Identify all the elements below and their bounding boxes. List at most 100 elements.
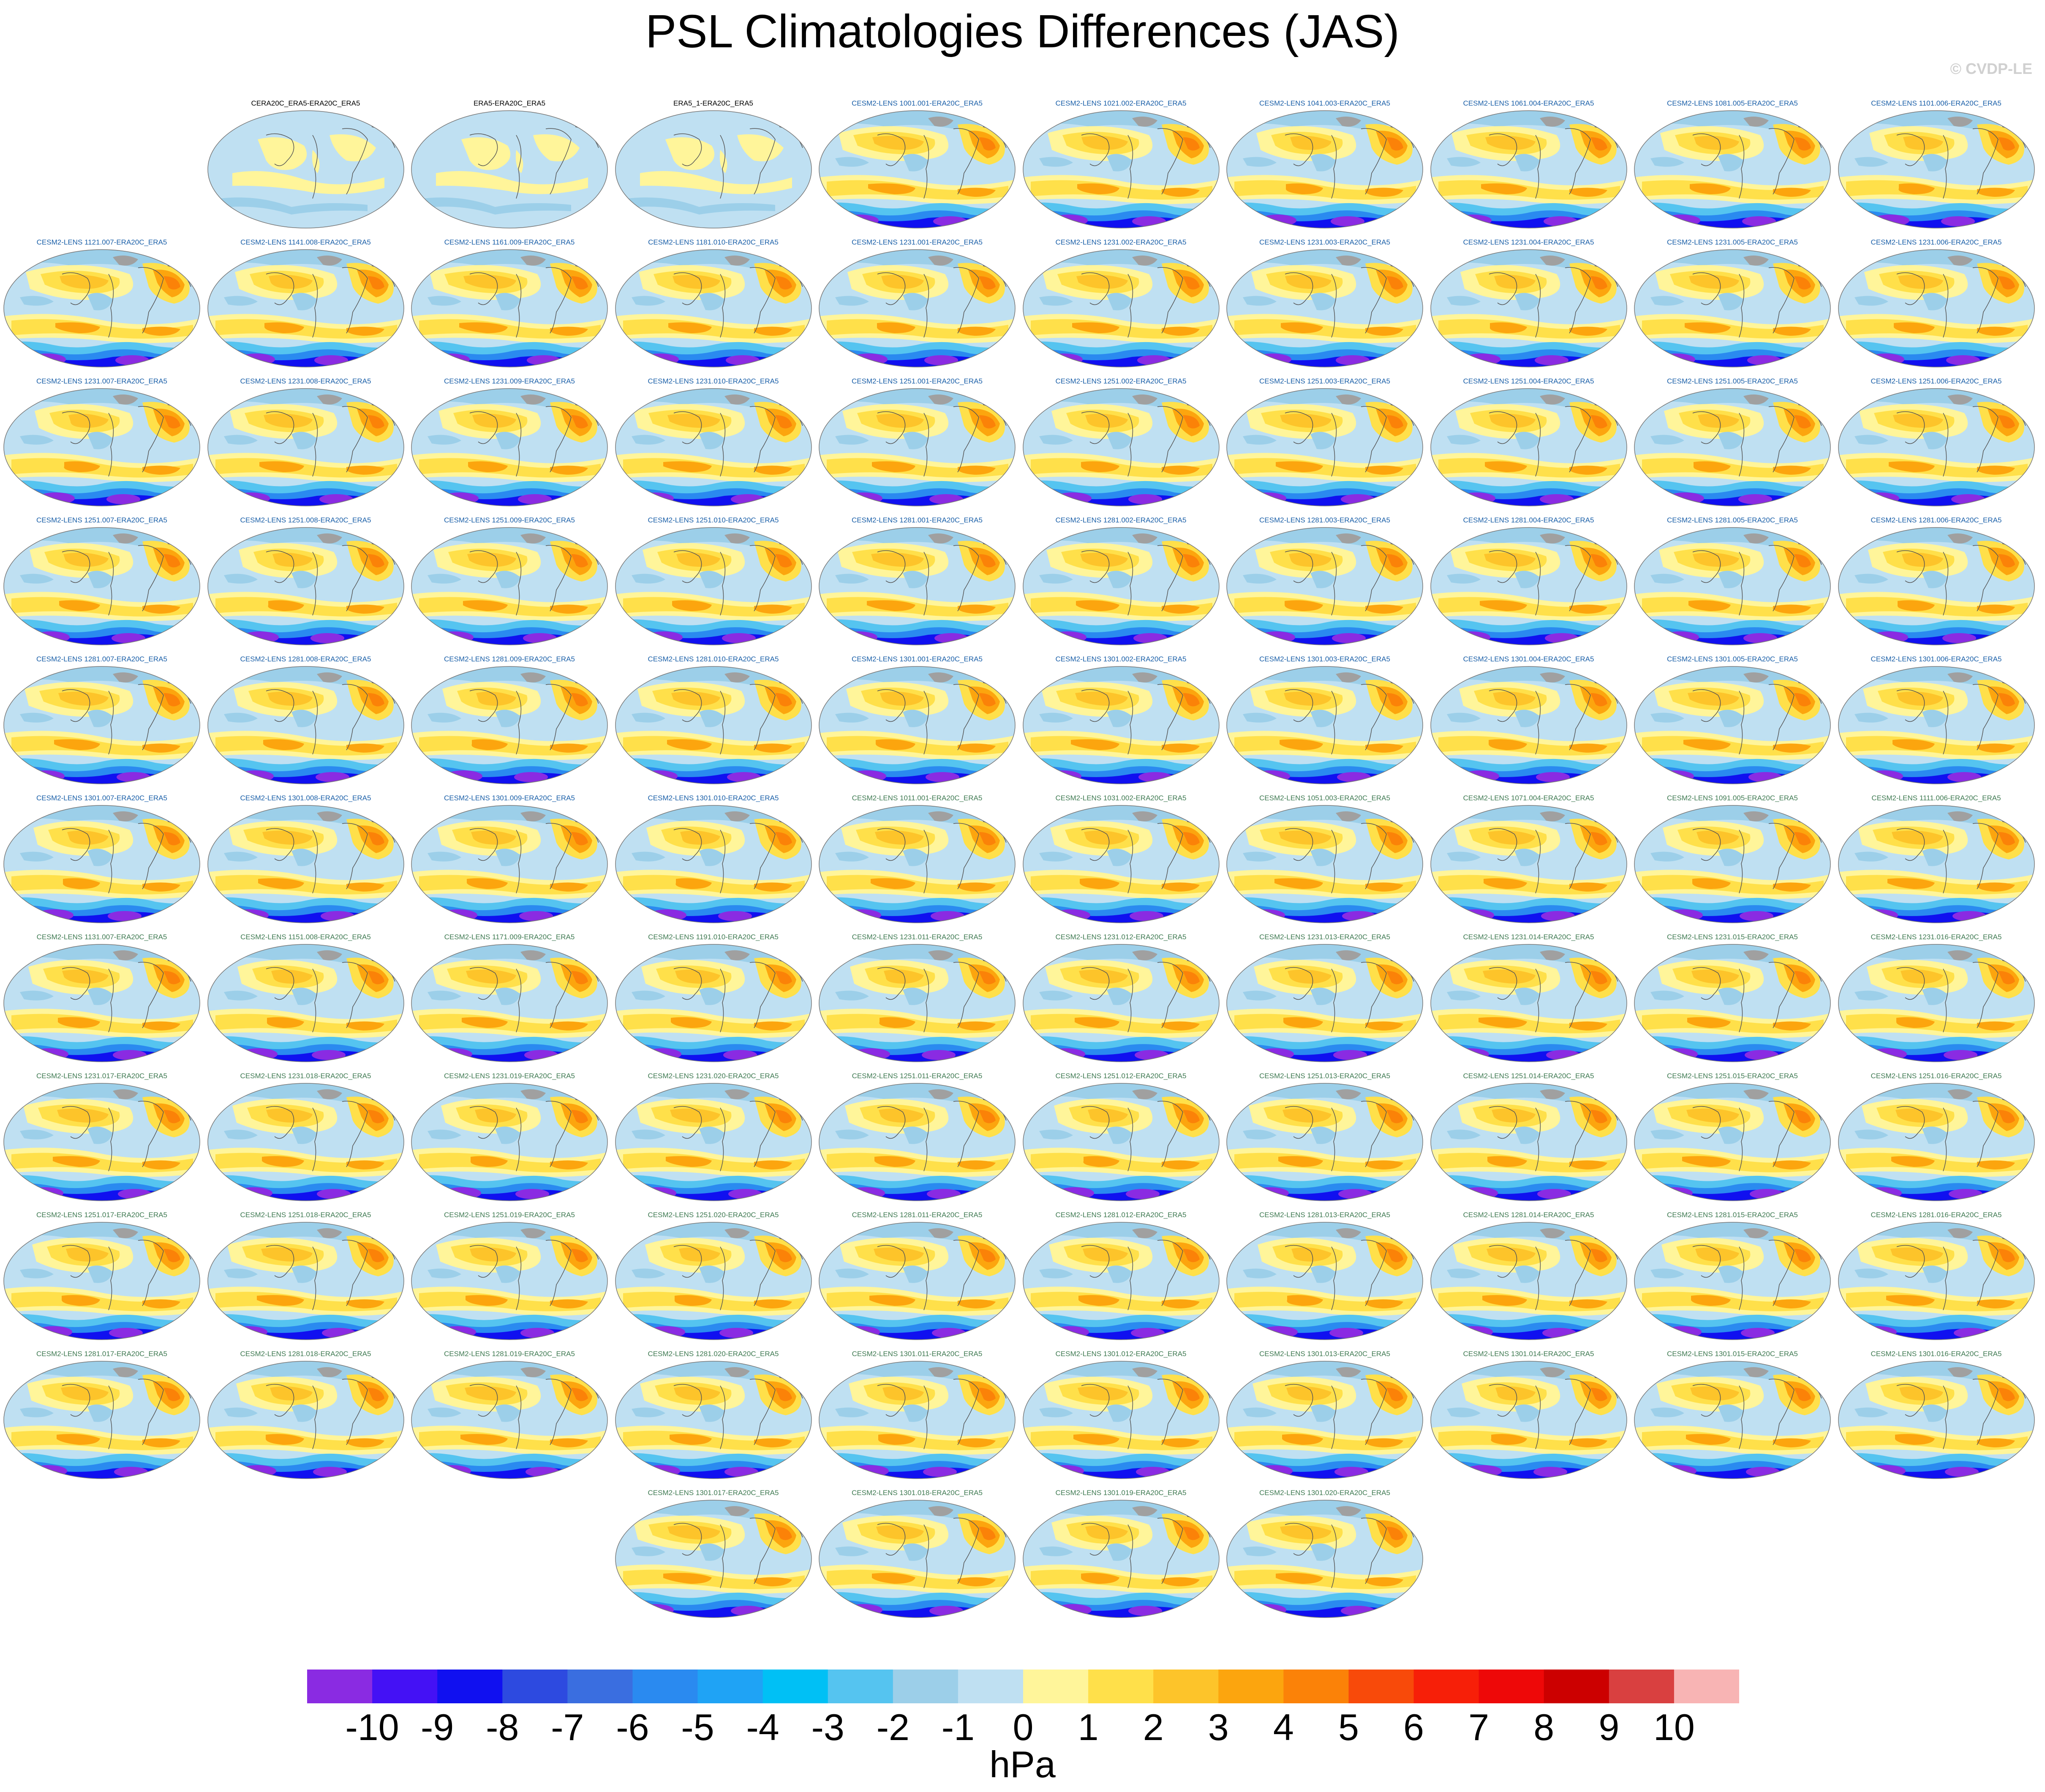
colorbar-tick-label: 5 bbox=[1338, 1706, 1359, 1748]
map-panel: CESM2-LENS 1231.018-ERA20C_ERA5 bbox=[207, 1071, 405, 1202]
panel-title: CESM2-LENS 1281.005-ERA20C_ERA5 bbox=[1667, 516, 1798, 524]
colorbar-tick-label: 0 bbox=[1013, 1706, 1034, 1748]
panel-title: CESM2-LENS 1251.014-ERA20C_ERA5 bbox=[1463, 1072, 1594, 1080]
map-panel: CESM2-LENS 1251.009-ERA20C_ERA5 bbox=[411, 516, 608, 646]
map-panel: CESM2-LENS 1301.006-ERA20C_ERA5 bbox=[1838, 655, 2035, 785]
map-panel: CESM2-LENS 1301.018-ERA20C_ERA5 bbox=[818, 1488, 1016, 1619]
global-map bbox=[1838, 666, 2035, 784]
global-map bbox=[1022, 527, 1220, 645]
global-map bbox=[1634, 944, 1831, 1062]
panel-title: CESM2-LENS 1231.013-ERA20C_ERA5 bbox=[1259, 933, 1390, 941]
panel-title: CESM2-LENS 1231.019-ERA20C_ERA5 bbox=[444, 1072, 575, 1080]
panel-title: CESM2-LENS 1301.007-ERA20C_ERA5 bbox=[36, 794, 167, 802]
panel-title: CESM2-LENS 1231.006-ERA20C_ERA5 bbox=[1871, 238, 2002, 246]
map-panel: CESM2-LENS 1191.010-ERA20C_ERA5 bbox=[615, 933, 812, 1063]
panel-title: CESM2-LENS 1301.015-ERA20C_ERA5 bbox=[1667, 1350, 1798, 1358]
global-map bbox=[1838, 527, 2035, 645]
panel-title: CESM2-LENS 1031.002-ERA20C_ERA5 bbox=[1055, 794, 1187, 802]
map-panel: CESM2-LENS 1251.010-ERA20C_ERA5 bbox=[615, 516, 812, 646]
global-map bbox=[207, 1222, 404, 1340]
global-map bbox=[1634, 1083, 1831, 1201]
panel-title: CERA20C_ERA5-ERA20C_ERA5 bbox=[251, 99, 360, 107]
global-map bbox=[3, 805, 200, 923]
map-panel: CESM2-LENS 1251.016-ERA20C_ERA5 bbox=[1838, 1071, 2035, 1202]
colorbar-tick-label: 7 bbox=[1468, 1706, 1490, 1748]
panel-title: CESM2-LENS 1231.008-ERA20C_ERA5 bbox=[240, 377, 371, 385]
global-map bbox=[1634, 1361, 1831, 1479]
colorbar-tick-label: 10 bbox=[1653, 1706, 1695, 1748]
panel-title: CESM2-LENS 1231.015-ERA20C_ERA5 bbox=[1667, 933, 1798, 941]
global-map bbox=[1430, 805, 1627, 923]
colorbar-swatch bbox=[1348, 1670, 1414, 1703]
map-panel: CESM2-LENS 1121.007-ERA20C_ERA5 bbox=[3, 238, 201, 368]
map-panel: CESM2-LENS 1281.001-ERA20C_ERA5 bbox=[818, 516, 1016, 646]
global-map bbox=[1022, 666, 1220, 784]
global-map bbox=[819, 388, 1016, 506]
panel-title: CESM2-LENS 1071.004-ERA20C_ERA5 bbox=[1463, 794, 1594, 802]
global-map bbox=[207, 666, 404, 784]
global-map bbox=[207, 527, 404, 645]
panel-title: CESM2-LENS 1301.001-ERA20C_ERA5 bbox=[852, 655, 983, 663]
colorbar-swatch bbox=[502, 1670, 568, 1703]
global-map bbox=[615, 944, 812, 1062]
map-panel: CESM2-LENS 1301.020-ERA20C_ERA5 bbox=[1226, 1488, 1424, 1619]
colorbar-tick-label: -9 bbox=[421, 1706, 454, 1748]
panel-title: CESM2-LENS 1081.005-ERA20C_ERA5 bbox=[1667, 99, 1798, 107]
global-map bbox=[1226, 944, 1423, 1062]
panel-title: CESM2-LENS 1281.017-ERA20C_ERA5 bbox=[36, 1350, 167, 1358]
map-panel: CESM2-LENS 1281.017-ERA20C_ERA5 bbox=[3, 1349, 201, 1480]
watermark: © CVDP-LE bbox=[1950, 60, 2032, 77]
map-panel: CESM2-LENS 1251.017-ERA20C_ERA5 bbox=[3, 1210, 201, 1341]
panel-title: CESM2-LENS 1251.015-ERA20C_ERA5 bbox=[1667, 1072, 1798, 1080]
global-map bbox=[411, 1361, 608, 1479]
panel-title: CESM2-LENS 1231.010-ERA20C_ERA5 bbox=[648, 377, 779, 385]
map-panel: ERA5-ERA20C_ERA5 bbox=[411, 99, 608, 229]
map-panel: CESM2-LENS 1301.017-ERA20C_ERA5 bbox=[615, 1488, 812, 1619]
panel-title: CESM2-LENS 1231.005-ERA20C_ERA5 bbox=[1667, 238, 1798, 246]
panel-title: CESM2-LENS 1301.005-ERA20C_ERA5 bbox=[1667, 655, 1798, 663]
panel-title: CESM2-LENS 1281.001-ERA20C_ERA5 bbox=[852, 516, 983, 524]
global-map bbox=[1838, 805, 2035, 923]
colorbar-tick-label: -8 bbox=[486, 1706, 519, 1748]
global-map bbox=[411, 1083, 608, 1201]
panel-title: CESM2-LENS 1251.001-ERA20C_ERA5 bbox=[852, 377, 983, 385]
global-map bbox=[1226, 1361, 1423, 1479]
map-panel: CESM2-LENS 1131.007-ERA20C_ERA5 bbox=[3, 933, 201, 1063]
panel-title: CESM2-LENS 1091.005-ERA20C_ERA5 bbox=[1667, 794, 1798, 802]
global-map bbox=[1430, 1361, 1627, 1479]
panel-title: CESM2-LENS 1231.002-ERA20C_ERA5 bbox=[1055, 238, 1187, 246]
global-map bbox=[207, 249, 404, 367]
map-panel: CESM2-LENS 1281.015-ERA20C_ERA5 bbox=[1634, 1210, 1831, 1341]
global-map bbox=[615, 1083, 812, 1201]
panel-title: CESM2-LENS 1251.011-ERA20C_ERA5 bbox=[852, 1072, 983, 1080]
panel-title: CESM2-LENS 1111.006-ERA20C_ERA5 bbox=[1871, 794, 2001, 802]
panel-title: CESM2-LENS 1121.007-ERA20C_ERA5 bbox=[36, 238, 167, 246]
colorbar-swatch bbox=[1088, 1670, 1154, 1703]
global-map bbox=[3, 944, 200, 1062]
global-map bbox=[1022, 1500, 1220, 1618]
global-map bbox=[1634, 388, 1831, 506]
panel-title: CESM2-LENS 1301.004-ERA20C_ERA5 bbox=[1463, 655, 1594, 663]
colorbar-swatch bbox=[1153, 1670, 1219, 1703]
panel-title: CESM2-LENS 1281.006-ERA20C_ERA5 bbox=[1871, 516, 2002, 524]
map-panel: CESM2-LENS 1301.004-ERA20C_ERA5 bbox=[1430, 655, 1628, 785]
panel-title: CESM2-LENS 1251.017-ERA20C_ERA5 bbox=[36, 1211, 167, 1219]
global-map bbox=[1430, 1083, 1627, 1201]
panel-title: CESM2-LENS 1301.016-ERA20C_ERA5 bbox=[1871, 1350, 2002, 1358]
global-map bbox=[1022, 1361, 1220, 1479]
panel-title: CESM2-LENS 1131.007-ERA20C_ERA5 bbox=[36, 933, 167, 941]
global-map bbox=[3, 1083, 200, 1201]
colorbar-swatch bbox=[372, 1670, 438, 1703]
global-map bbox=[819, 1500, 1016, 1618]
map-panel: CESM2-LENS 1251.001-ERA20C_ERA5 bbox=[818, 377, 1016, 507]
colorbar-tick-label: -10 bbox=[345, 1706, 399, 1748]
panel-title: CESM2-LENS 1301.002-ERA20C_ERA5 bbox=[1055, 655, 1187, 663]
panel-title: CESM2-LENS 1231.020-ERA20C_ERA5 bbox=[648, 1072, 779, 1080]
map-panel: CESM2-LENS 1281.002-ERA20C_ERA5 bbox=[1022, 516, 1220, 646]
panel-title: CESM2-LENS 1181.010-ERA20C_ERA5 bbox=[648, 238, 779, 246]
colorbar-tick-label: -7 bbox=[551, 1706, 584, 1748]
map-panel: CESM2-LENS 1301.012-ERA20C_ERA5 bbox=[1022, 1349, 1220, 1480]
map-panel: CESM2-LENS 1231.011-ERA20C_ERA5 bbox=[818, 933, 1016, 1063]
map-panel: CESM2-LENS 1281.014-ERA20C_ERA5 bbox=[1430, 1210, 1628, 1341]
panel-title: CESM2-LENS 1151.008-ERA20C_ERA5 bbox=[240, 933, 371, 941]
